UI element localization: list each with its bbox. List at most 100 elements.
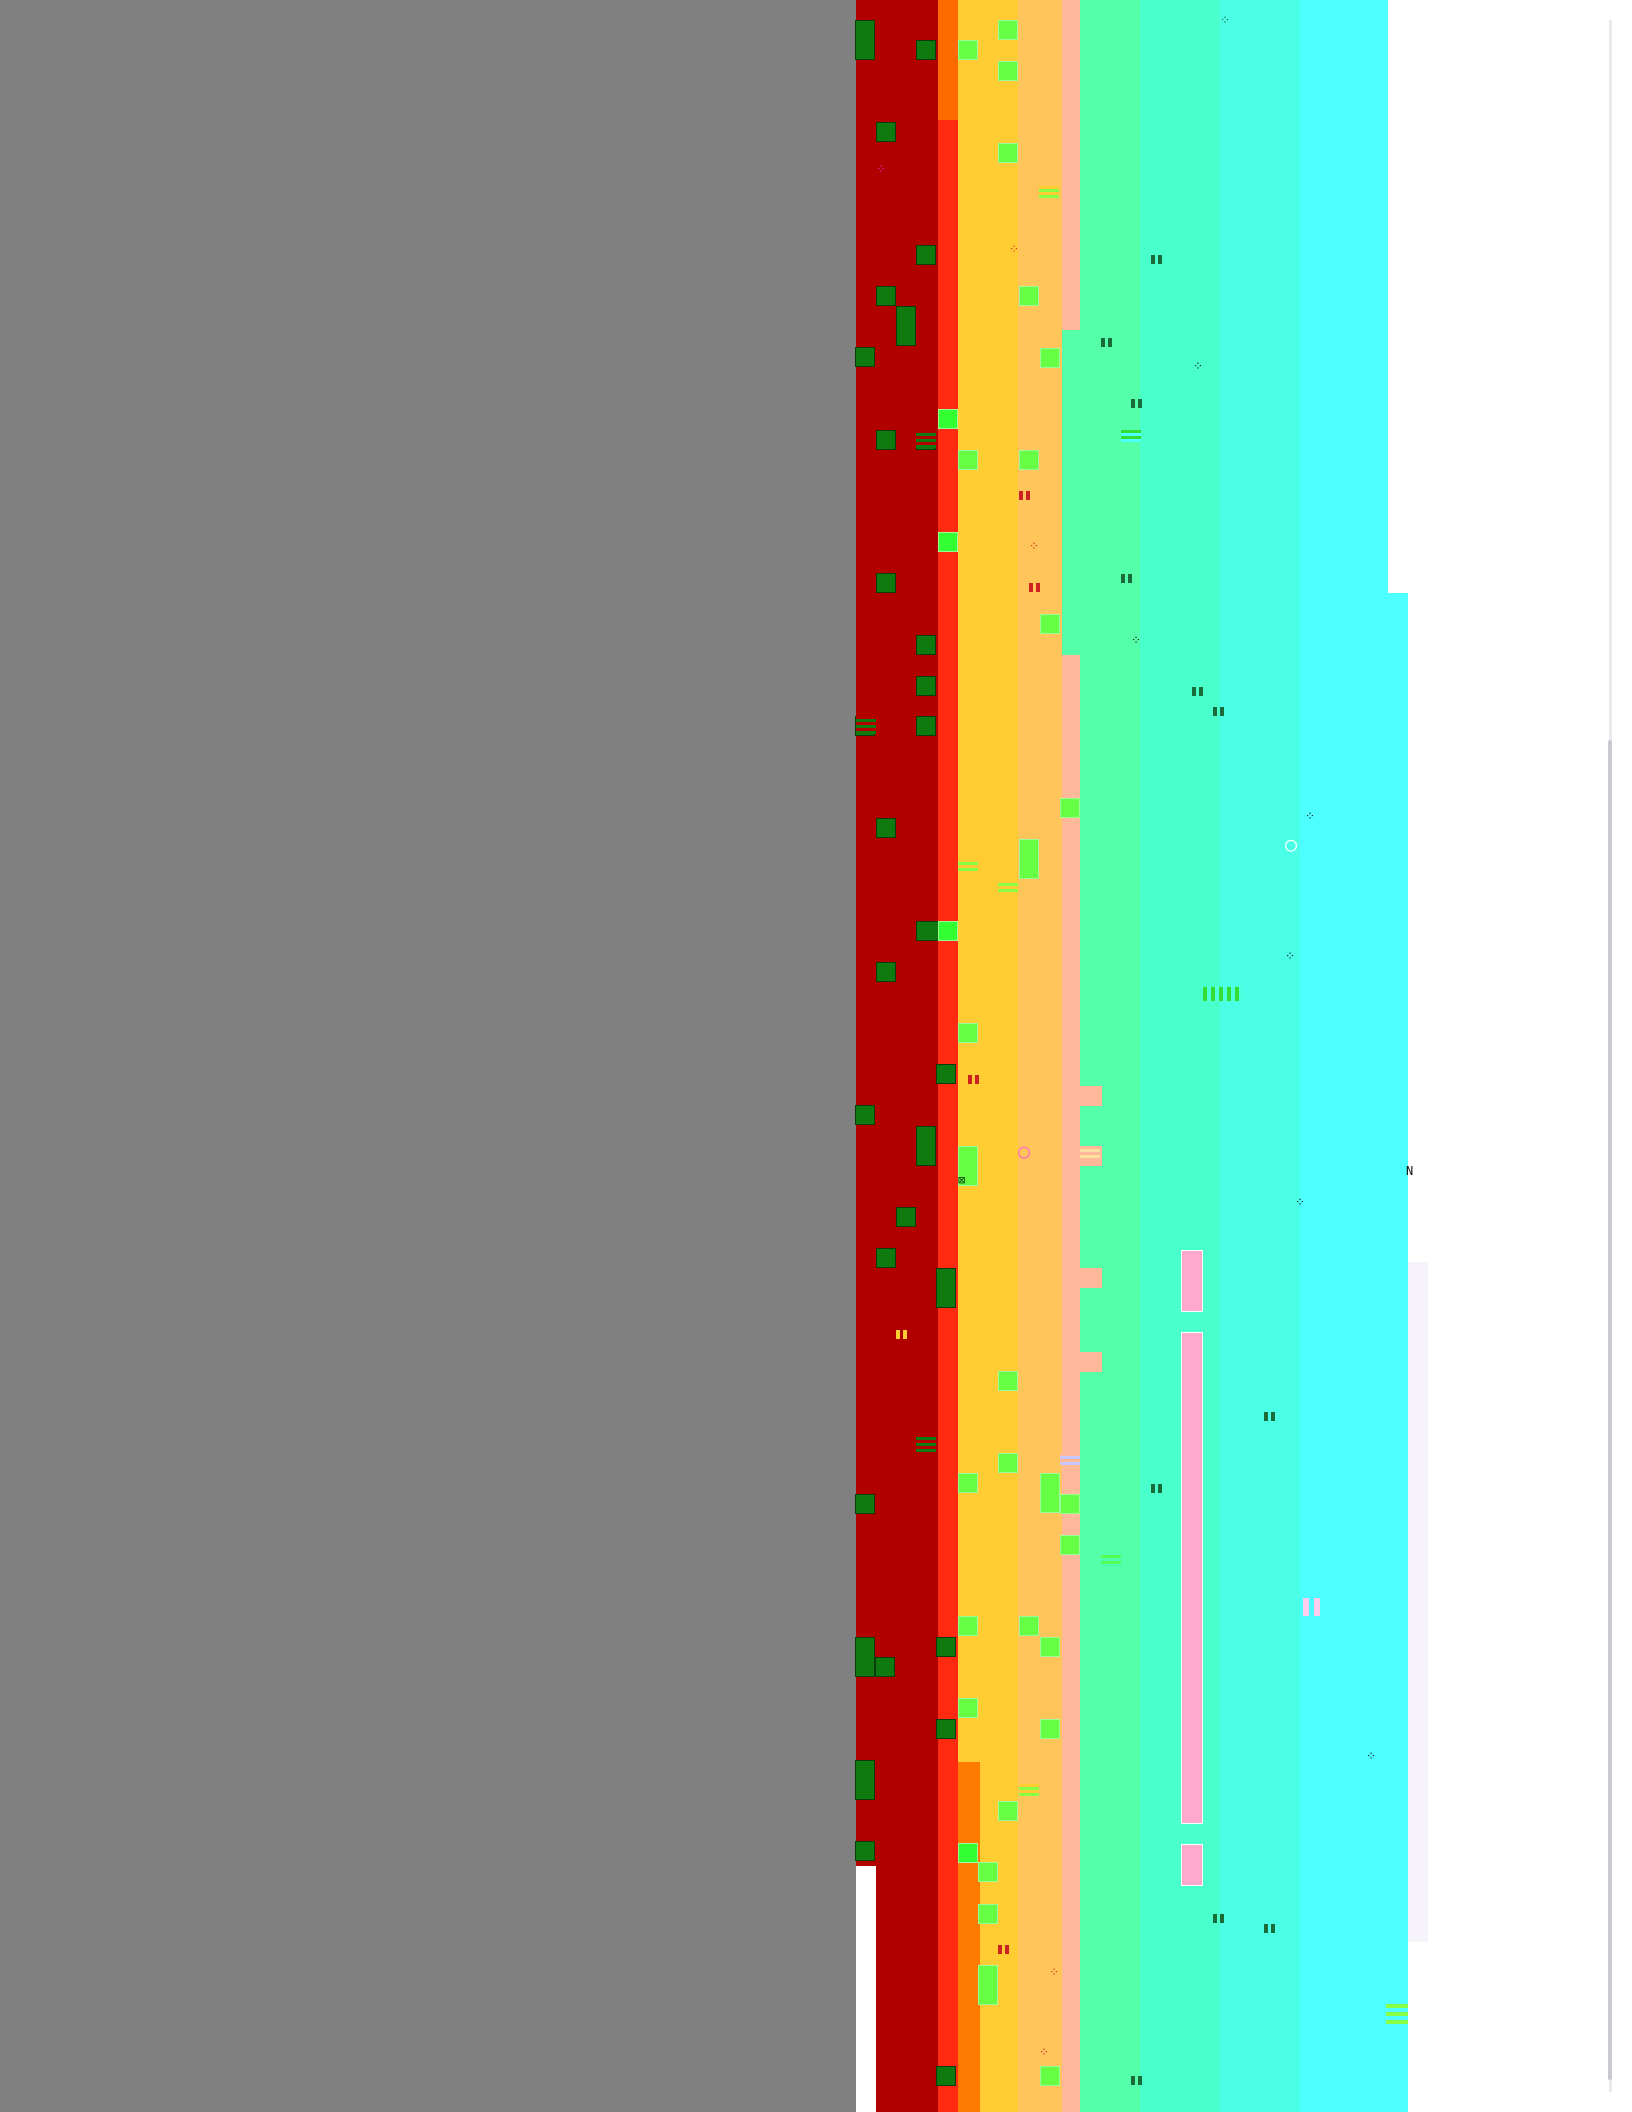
lime-block: [938, 532, 958, 552]
dark-tick: [1271, 1412, 1275, 1421]
lime-square: [1040, 2066, 1060, 2086]
speckle: ⁘: [876, 162, 887, 176]
pink-bar-short: [1181, 1250, 1203, 1312]
dark-tick: [1131, 2076, 1135, 2085]
speckle: ⁘: [1131, 633, 1142, 647]
green-block: [916, 1126, 936, 1166]
speckle: ⁘: [1285, 949, 1296, 963]
speckle: ⁘: [1366, 1749, 1377, 1763]
yellow-tick: [896, 1330, 900, 1339]
dark-tick: [1131, 399, 1135, 408]
speckle: ⊠: [958, 1173, 966, 1187]
lime-square: [1019, 839, 1039, 879]
lime-square: [998, 1453, 1018, 1473]
speckle: ⁘: [1193, 359, 1204, 373]
dark-tick: [1213, 1914, 1217, 1923]
dark-tick: [1128, 574, 1132, 583]
peach-notch: [1080, 1352, 1102, 1372]
stripe-marker: [856, 716, 876, 734]
orange-cap: [938, 0, 958, 120]
dark-tick: [1151, 255, 1155, 264]
green-block: [896, 1207, 916, 1227]
green-block: [855, 1760, 875, 1800]
red-tick: [1005, 1945, 1009, 1954]
lime-square: [978, 1862, 998, 1882]
dark-tick: [1158, 1484, 1162, 1493]
green-block: [855, 1637, 875, 1677]
green-block: [855, 1494, 875, 1514]
red-tick: [968, 1075, 972, 1084]
lime-square: [998, 143, 1018, 163]
green-block: [875, 1657, 895, 1677]
stripe-marker: [1203, 987, 1243, 1001]
lime-square: [958, 450, 978, 470]
lime-square: [1040, 1473, 1060, 1513]
stripe-marker: [1039, 186, 1059, 198]
lime-square: [958, 1473, 978, 1493]
dark-tick: [1101, 338, 1105, 347]
white-region-lower: [1408, 593, 1632, 2112]
green-block: [855, 1105, 875, 1125]
lime-block: [938, 921, 958, 941]
dark-tick: [1220, 707, 1224, 716]
lime-square: [958, 1616, 978, 1636]
speckle: ⁘: [1009, 242, 1020, 256]
dark-tick: [1264, 1924, 1268, 1933]
lime-square: [958, 1023, 978, 1043]
green-block: [876, 573, 896, 593]
gray-panel: [0, 0, 856, 2112]
green-block: [896, 306, 916, 346]
red-tick: [975, 1075, 979, 1084]
dark-tick: [1271, 1924, 1275, 1933]
lavender-sliver: [1408, 1262, 1428, 1942]
dark-tick: [1158, 255, 1162, 264]
stripe-marker: [1060, 1453, 1080, 1465]
pink-pixel: [1303, 1598, 1309, 1616]
mint-notch: [1062, 372, 1080, 392]
lime-square: [958, 40, 978, 60]
lime-square: [1019, 286, 1039, 306]
speckle: ⁘: [949, 1707, 960, 1721]
green-block: [936, 1064, 956, 1084]
stripe-marker: [958, 859, 978, 871]
dark-tick: [1138, 2076, 1142, 2085]
green-block: [936, 2066, 956, 2086]
dark-tick: [1213, 707, 1217, 716]
lime-square: [1060, 1494, 1080, 1514]
lime-square: [998, 61, 1018, 81]
green-block: [916, 635, 936, 655]
speckle: N: [1406, 1164, 1414, 1178]
teal-column: [1220, 0, 1300, 2112]
dark-tick: [1199, 687, 1203, 696]
speckle: ⁘: [1039, 2045, 1050, 2059]
dark-tick: [1151, 1484, 1155, 1493]
lime-square: [958, 1698, 978, 1718]
lime-square: [1060, 1535, 1080, 1555]
green-block: [855, 347, 875, 367]
yellow-tick: [903, 1330, 907, 1339]
green-block: [936, 1268, 956, 1308]
speckle: ⁘: [1305, 809, 1316, 823]
peach-notch: [1080, 1268, 1102, 1288]
dark-tick: [1138, 399, 1142, 408]
lime-block: [958, 1843, 978, 1863]
stripe-marker: [916, 1434, 936, 1452]
red-tick: [1026, 491, 1030, 500]
stripe-marker: [1121, 430, 1141, 442]
scrollbar-thumb[interactable]: [1608, 740, 1612, 2080]
speckle: ⁘: [1220, 13, 1231, 27]
lime-square: [1019, 450, 1039, 470]
red-tick: [1019, 491, 1023, 500]
lime-square: [978, 1904, 998, 1924]
stripe-marker: [1080, 1146, 1100, 1160]
dark-tick: [1192, 687, 1196, 696]
mint-notch: [1062, 330, 1080, 350]
red-tick: [1029, 583, 1033, 592]
stripe-marker: [1386, 2004, 1408, 2028]
lime-square: [998, 1801, 1018, 1821]
mint-step-upper: [1062, 330, 1080, 655]
dark-tick: [1108, 338, 1112, 347]
speckle: ○: [1018, 1139, 1031, 1163]
speckle: ○: [1285, 832, 1298, 856]
